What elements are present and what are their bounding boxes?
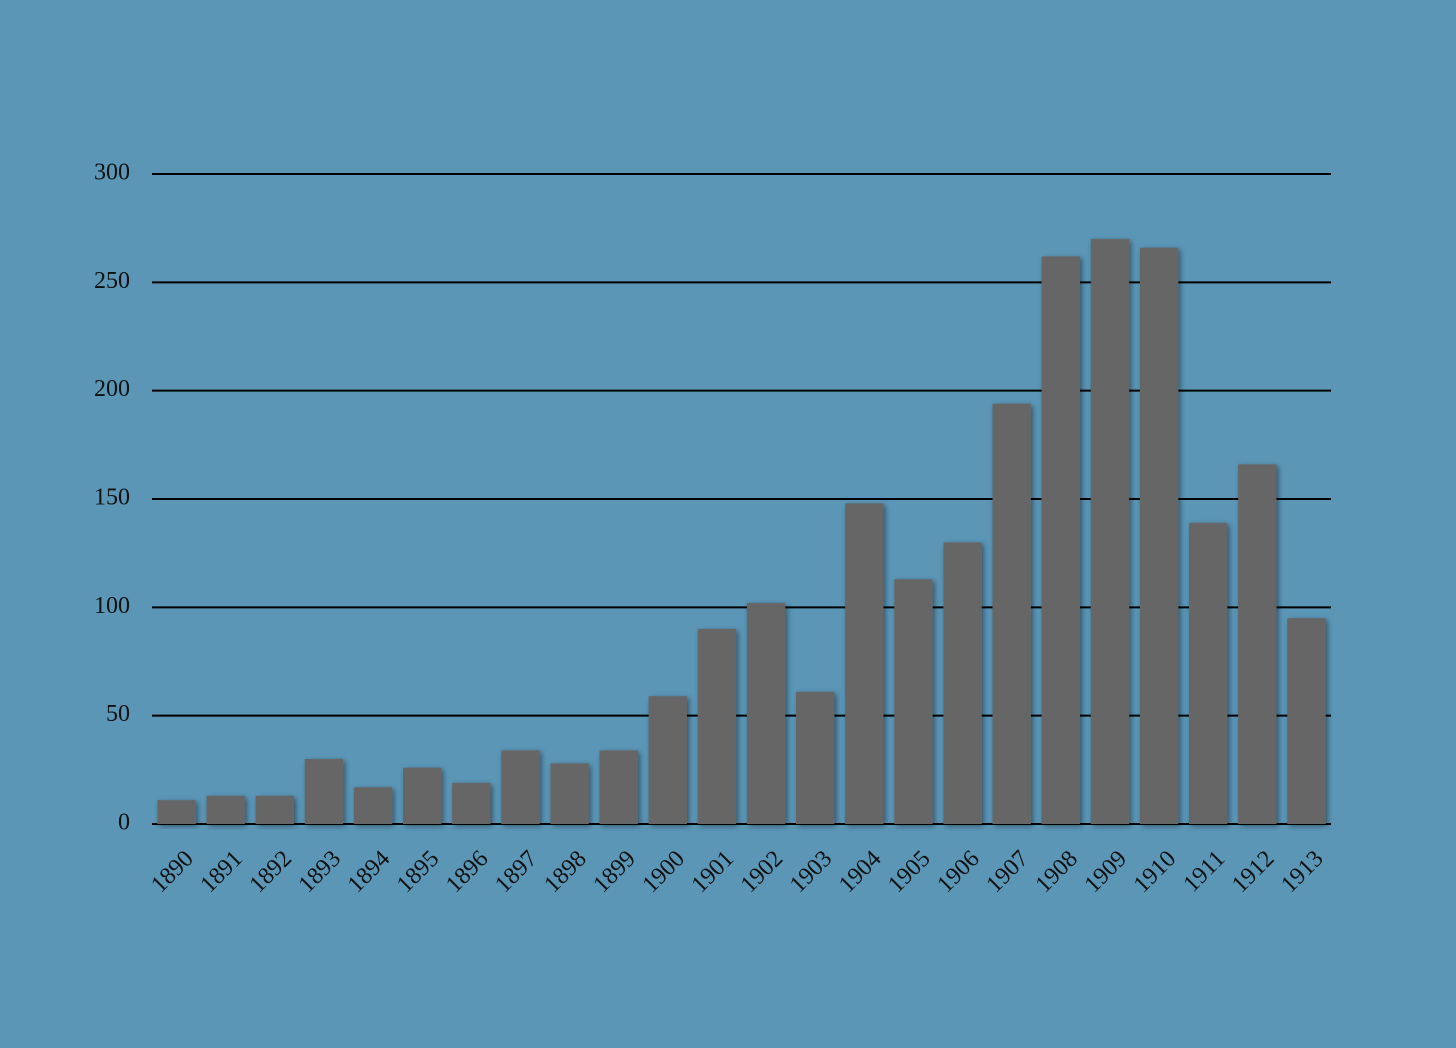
bar <box>599 750 638 824</box>
y-tick-label: 50 <box>106 701 130 727</box>
y-tick-label: 300 <box>94 160 130 186</box>
bar <box>992 403 1031 824</box>
bar <box>304 759 344 824</box>
bar <box>1189 522 1228 824</box>
bar <box>648 696 687 824</box>
bar <box>746 603 786 824</box>
y-tick-label: 250 <box>94 268 130 294</box>
bar <box>894 579 933 824</box>
bar <box>501 750 540 824</box>
bar <box>550 763 589 824</box>
bar <box>1139 247 1179 824</box>
bar <box>452 782 491 824</box>
y-tick-label: 100 <box>94 593 130 619</box>
bar <box>697 629 737 824</box>
bar <box>157 800 196 824</box>
y-tick-label: 0 <box>118 810 130 836</box>
y-tick-label: 150 <box>94 485 130 511</box>
bar <box>943 542 982 824</box>
bar <box>796 691 835 824</box>
bar <box>1287 618 1326 824</box>
bar <box>1238 464 1277 824</box>
bar <box>845 503 884 824</box>
y-tick-label: 200 <box>94 376 130 402</box>
bar <box>1090 239 1130 824</box>
bar <box>353 787 393 824</box>
bar <box>206 795 245 824</box>
bar <box>1041 256 1080 824</box>
bar <box>255 795 294 824</box>
bar <box>403 767 442 824</box>
